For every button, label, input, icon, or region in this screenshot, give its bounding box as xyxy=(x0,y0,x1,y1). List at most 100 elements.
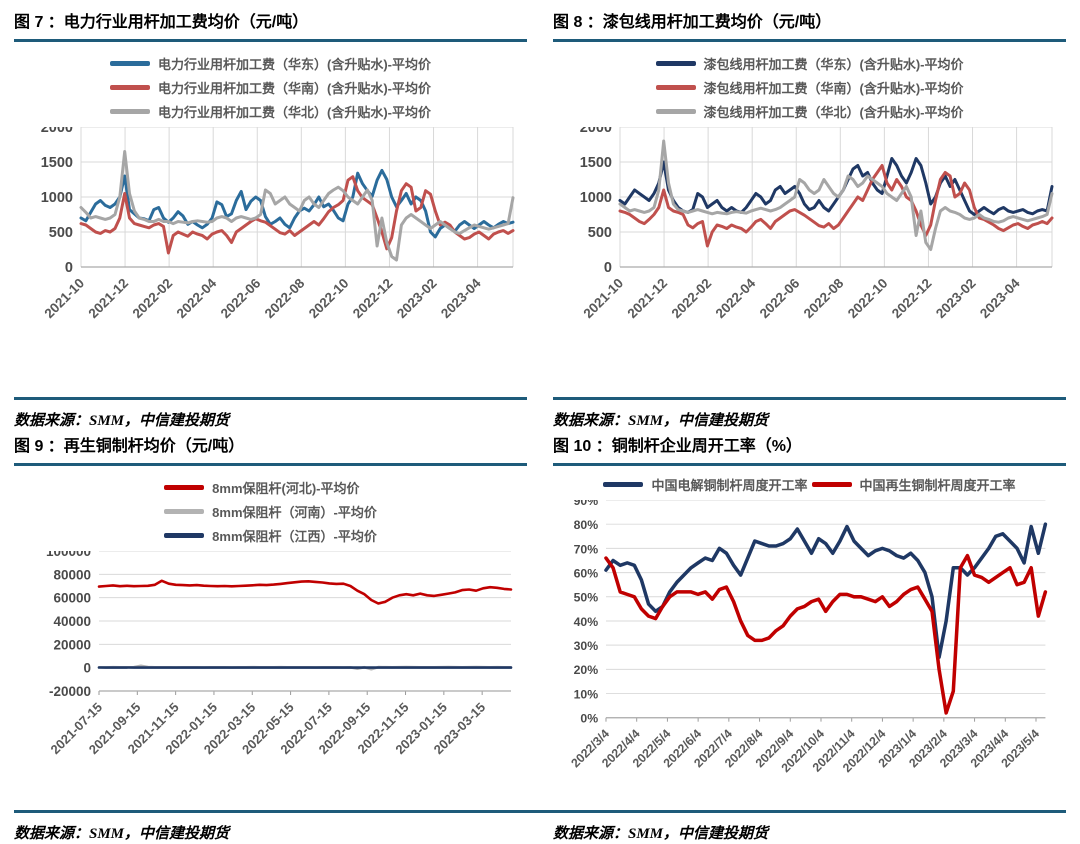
figure-7-source-rule xyxy=(14,397,527,400)
svg-text:2022-02: 2022-02 xyxy=(668,276,714,322)
legend-item: 电力行业用杆加工费（华东）(含升贴水)-平均价 xyxy=(110,54,431,73)
figure-7-line-chart: 05001000150020002021-102021-122022-02202… xyxy=(40,127,514,322)
legend-label: 中国电解铜制杆周度开工率 xyxy=(651,477,808,493)
figure-9-title-rule xyxy=(14,463,527,466)
svg-text:2022-12: 2022-12 xyxy=(349,276,395,322)
svg-text:500: 500 xyxy=(48,225,72,241)
svg-text:2021-12: 2021-12 xyxy=(85,276,131,322)
svg-text:2023-04: 2023-04 xyxy=(438,275,484,321)
svg-text:2023-04: 2023-04 xyxy=(977,275,1023,321)
svg-text:2022-10: 2022-10 xyxy=(844,276,890,322)
figure-7-title: 图 7 ：电力行业用杆加工费均价（元/吨） xyxy=(14,14,309,31)
svg-text:1500: 1500 xyxy=(579,155,611,171)
svg-text:2022-06: 2022-06 xyxy=(217,275,263,321)
svg-text:10%: 10% xyxy=(573,687,598,701)
svg-text:2022-02: 2022-02 xyxy=(129,276,175,322)
figure-10-legend: 中国电解铜制杆周度开工率 中国再生铜制杆周度开工率 xyxy=(603,475,1016,494)
figure-7-legend: 电力行业用杆加工费（华东）(含升贴水)-平均价 电力行业用杆加工费（华南）(含升贴… xyxy=(110,54,431,121)
legend-item: 中国电解铜制杆周度开工率 xyxy=(603,475,808,494)
svg-text:500: 500 xyxy=(587,225,611,241)
svg-text:-20000: -20000 xyxy=(48,684,90,699)
svg-text:2022-10: 2022-10 xyxy=(305,276,351,322)
legend-item: 电力行业用杆加工费（华南）(含升贴水)-平均价 xyxy=(110,78,431,97)
svg-text:2021-12: 2021-12 xyxy=(624,276,670,322)
panel-figure-7: 图 7 ：电力行业用杆加工费均价（元/吨） 电力行业用杆加工费（华东）(含升贴水… xyxy=(14,6,527,430)
legend-item: 8mm保阻杆(河北)-平均价 xyxy=(164,478,360,497)
legend-line-swatch xyxy=(655,109,696,114)
svg-text:40%: 40% xyxy=(573,615,598,629)
svg-text:1500: 1500 xyxy=(40,155,72,171)
panel-figure-8: 图 8 ：漆包线用杆加工费均价（元/吨） 漆包线用杆加工费（华东）(含升贴水)-… xyxy=(553,6,1066,430)
figure-10-line-chart: 0%10%20%30%40%50%60%70%80%90%2022/3/4202… xyxy=(568,499,1047,775)
figure-9-source-col: 数据来源：SMM，中信建投期货 xyxy=(14,813,527,843)
legend-label: 电力行业用杆加工费（华东）(含升贴水)-平均价 xyxy=(158,57,431,72)
svg-text:2022-08: 2022-08 xyxy=(800,275,846,321)
figure-8-legend: 漆包线用杆加工费（华东）(含升贴水)-平均价 漆包线用杆加工费（华南）(含升贴水)… xyxy=(655,54,964,121)
legend-line-swatch xyxy=(164,533,205,538)
figure-8-title: 图 8 ：漆包线用杆加工费均价（元/吨） xyxy=(553,14,832,31)
svg-text:2022-12: 2022-12 xyxy=(888,276,934,322)
legend-line-swatch xyxy=(164,485,205,490)
legend-line-swatch xyxy=(110,61,150,66)
legend-item: 漆包线用杆加工费（华南）(含升贴水)-平均价 xyxy=(655,78,964,97)
sources-row: 数据来源：SMM，中信建投期货 数据来源：SMM，中信建投期货 xyxy=(14,813,1066,843)
legend-line-swatch xyxy=(655,61,696,66)
legend-label: 电力行业用杆加工费（华北）(含升贴水)-平均价 xyxy=(158,105,431,120)
bottom-rule xyxy=(14,810,1066,813)
panel-figure-9: 图 9 ：再生铜制杆均价（元/吨） 8mm保阻杆(河北)-平均价 8mm保阻杆（河… xyxy=(14,430,527,804)
figure-8-source-text: 数据来源：SMM，中信建投期货 xyxy=(553,413,769,429)
legend-item: 电力行业用杆加工费（华北）(含升贴水)-平均价 xyxy=(110,102,431,121)
svg-text:40000: 40000 xyxy=(53,614,91,629)
figure-7-source-block: 数据来源：SMM，中信建投期货 xyxy=(14,397,527,430)
svg-text:2022-08: 2022-08 xyxy=(261,275,307,321)
figure-10-source-text: 数据来源：SMM，中信建投期货 xyxy=(553,826,769,842)
svg-text:2022-04: 2022-04 xyxy=(712,275,758,321)
figure-8-line-chart: 05001000150020002021-102021-122022-02202… xyxy=(579,127,1053,322)
svg-text:100000: 100000 xyxy=(45,551,90,559)
panel-figure-10: 图 10 ：铜制杆企业周开工率（%） 中国电解铜制杆周度开工率 中国再生铜制杆周度… xyxy=(553,430,1066,804)
legend-label: 漆包线用杆加工费（华南）(含升贴水)-平均价 xyxy=(703,81,964,96)
svg-text:2021-10: 2021-10 xyxy=(580,276,626,322)
svg-text:0: 0 xyxy=(64,260,72,276)
svg-text:50%: 50% xyxy=(573,591,598,605)
figure-8-source-rule xyxy=(553,397,1066,400)
legend-label: 8mm保阻杆（河南）-平均价 xyxy=(212,505,377,520)
legend-line-swatch xyxy=(110,109,150,114)
legend-label: 漆包线用杆加工费（华北）(含升贴水)-平均价 xyxy=(703,105,964,120)
charts-row-1: 图 7 ：电力行业用杆加工费均价（元/吨） 电力行业用杆加工费（华东）(含升贴水… xyxy=(14,6,1066,430)
legend-line-swatch xyxy=(603,482,644,487)
legend-line-swatch xyxy=(110,85,150,90)
legend-label: 电力行业用杆加工费（华南）(含升贴水)-平均价 xyxy=(158,81,431,96)
svg-text:60%: 60% xyxy=(573,566,598,580)
figure-8-title-rule xyxy=(553,39,1066,42)
figure-8-source-block: 数据来源：SMM，中信建投期货 xyxy=(553,397,1066,430)
figure-7-source-text: 数据来源：SMM，中信建投期货 xyxy=(14,413,230,429)
figure-9-line-chart: -200000200004000060000800001000002021-07… xyxy=(45,551,512,757)
figure-10-title: 图 10 ：铜制杆企业周开工率（%） xyxy=(553,438,802,455)
legend-item: 漆包线用杆加工费（华东）(含升贴水)-平均价 xyxy=(655,54,964,73)
svg-text:1000: 1000 xyxy=(40,190,72,206)
figure-10-title-rule xyxy=(553,463,1066,466)
figure-9-title: 图 9 ：再生铜制杆均价（元/吨） xyxy=(14,438,245,455)
legend-line-swatch xyxy=(811,482,852,487)
svg-text:20%: 20% xyxy=(573,663,598,677)
legend-label: 中国再生铜制杆周度开工率 xyxy=(859,477,1016,493)
legend-line-swatch xyxy=(164,509,205,514)
legend-item: 8mm保阻杆（江西）-平均价 xyxy=(164,526,377,545)
legend-label: 8mm保阻杆(河北)-平均价 xyxy=(212,481,360,496)
svg-text:0%: 0% xyxy=(580,712,598,726)
figure-9-legend: 8mm保阻杆(河北)-平均价 8mm保阻杆（河南）-平均价 8mm保阻杆（江西）-平… xyxy=(164,478,377,545)
legend-label: 漆包线用杆加工费（华东）(含升贴水)-平均价 xyxy=(703,57,964,72)
svg-text:80%: 80% xyxy=(573,518,598,532)
svg-text:90%: 90% xyxy=(573,500,598,508)
svg-text:2000: 2000 xyxy=(579,127,611,136)
legend-label: 8mm保阻杆（江西）-平均价 xyxy=(212,529,377,544)
figure-9-source-text: 数据来源：SMM，中信建投期货 xyxy=(14,826,230,842)
legend-item: 8mm保阻杆（河南）-平均价 xyxy=(164,502,377,521)
svg-text:70%: 70% xyxy=(573,542,598,556)
svg-text:2023-02: 2023-02 xyxy=(393,276,439,322)
figure-7-title-rule xyxy=(14,39,527,42)
legend-item: 中国再生铜制杆周度开工率 xyxy=(811,475,1016,494)
legend-item: 漆包线用杆加工费（华北）(含升贴水)-平均价 xyxy=(655,102,964,121)
